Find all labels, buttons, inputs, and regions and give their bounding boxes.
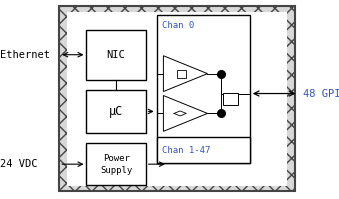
Text: Chan 1-47: Chan 1-47 — [162, 146, 210, 155]
Bar — [86, 143, 146, 185]
Bar — [86, 30, 146, 80]
Text: Chan 0: Chan 0 — [162, 21, 194, 30]
Text: Ethernet: Ethernet — [0, 50, 50, 60]
Text: μC: μC — [109, 105, 123, 118]
Bar — [86, 90, 146, 133]
Bar — [59, 6, 295, 191]
Bar — [223, 93, 238, 105]
Bar — [177, 70, 186, 78]
Text: NIC: NIC — [107, 50, 125, 60]
Polygon shape — [163, 96, 207, 131]
Polygon shape — [163, 56, 207, 92]
Bar — [157, 137, 250, 163]
Text: Power
Supply: Power Supply — [100, 154, 132, 175]
Text: 24 VDC: 24 VDC — [0, 159, 38, 169]
Text: 48 GPIO: 48 GPIO — [303, 89, 339, 99]
Bar — [67, 12, 287, 186]
Bar — [157, 15, 250, 163]
